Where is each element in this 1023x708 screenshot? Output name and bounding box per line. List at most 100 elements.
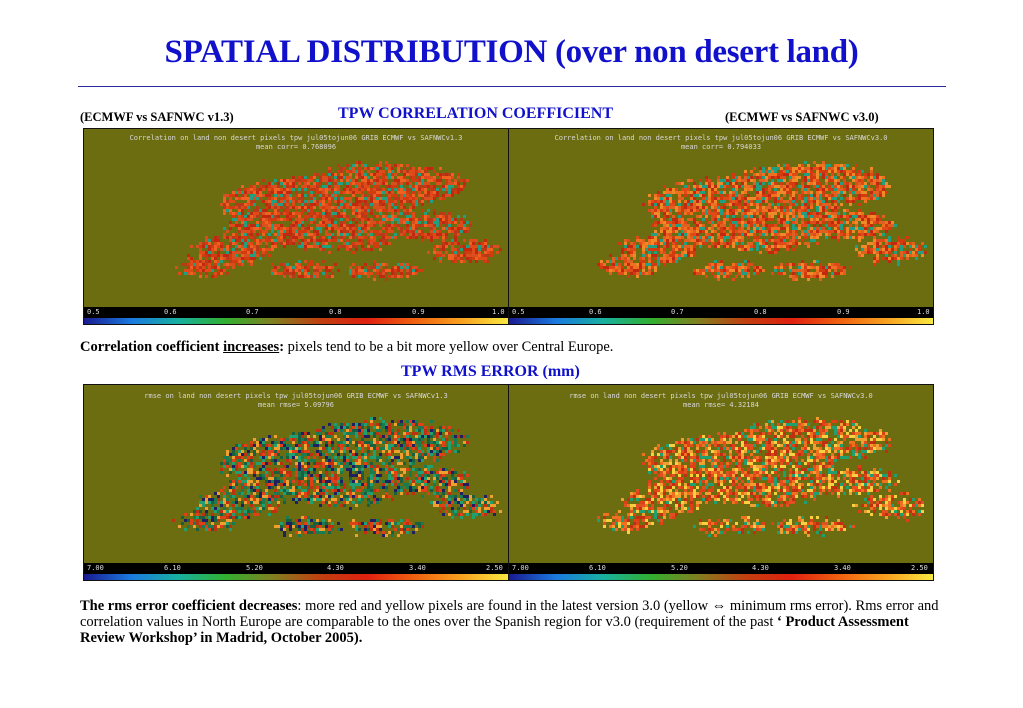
map-pixel <box>367 185 370 188</box>
map-pixel <box>445 483 448 486</box>
map-pixel <box>376 263 379 266</box>
map-pixel <box>472 245 475 248</box>
map-pixel <box>376 441 379 444</box>
map-pixel <box>394 182 397 185</box>
map-pixel <box>244 221 247 224</box>
map-pixel <box>822 221 825 224</box>
map-pixel <box>699 227 702 230</box>
map-pixel <box>253 224 256 227</box>
map-pixel <box>433 480 436 483</box>
map-pixel <box>334 194 337 197</box>
map-pixel <box>235 444 238 447</box>
map-pixel <box>843 173 846 176</box>
map-pixel <box>663 185 666 188</box>
map-pixel <box>810 167 813 170</box>
map-pixel <box>286 185 289 188</box>
map-pixel <box>888 224 891 227</box>
map-pixel <box>298 438 301 441</box>
map-pixel <box>304 471 307 474</box>
map-pixel <box>490 254 493 257</box>
map-pixel <box>825 176 828 179</box>
map-pixel <box>481 254 484 257</box>
map-pixel <box>274 197 277 200</box>
map-pixel <box>424 167 427 170</box>
map-pixel <box>870 188 873 191</box>
map-pixel <box>187 254 190 257</box>
map-pixel <box>418 194 421 197</box>
map-pixel <box>400 176 403 179</box>
map-pixel <box>235 471 238 474</box>
map-pixel <box>313 462 316 465</box>
map-pixel <box>454 236 457 239</box>
map-pixel <box>421 197 424 200</box>
map-pixel <box>774 266 777 269</box>
map-pixel <box>379 435 382 438</box>
map-pixel <box>756 197 759 200</box>
map-pixel <box>331 236 334 239</box>
map-pixel <box>451 182 454 185</box>
map-pixel <box>403 263 406 266</box>
map-pixel <box>313 236 316 239</box>
map-pixel <box>771 212 774 215</box>
map-pixel <box>831 275 834 278</box>
map-pixel <box>412 266 415 269</box>
map-pixel <box>418 200 421 203</box>
map-pixel <box>705 176 708 179</box>
map-pixel <box>789 167 792 170</box>
map-pixel <box>331 465 334 468</box>
map-pixel <box>259 218 262 221</box>
map-pixel <box>388 224 391 227</box>
map-pixel <box>322 236 325 239</box>
map-pixel <box>882 188 885 191</box>
map-pixel <box>406 269 409 272</box>
map-pixel <box>478 245 481 248</box>
map-pixel <box>457 489 460 492</box>
map-pixel <box>328 200 331 203</box>
map-pixel <box>319 462 322 465</box>
map-pixel <box>253 227 256 230</box>
map-pixel <box>412 188 415 191</box>
map-pixel <box>406 194 409 197</box>
map-pixel <box>355 173 358 176</box>
map-pixel <box>903 242 906 245</box>
map-pixel <box>663 203 666 206</box>
map-pixel <box>849 227 852 230</box>
map-pixel <box>912 254 915 257</box>
map-pixel <box>388 468 391 471</box>
map-pixel <box>693 251 696 254</box>
map-pixel <box>756 203 759 206</box>
map-pixel <box>301 227 304 230</box>
map-pixel <box>681 254 684 257</box>
map-pixel <box>837 191 840 194</box>
map-pixel <box>397 432 400 435</box>
map-pixel <box>681 191 684 194</box>
map-pixel <box>663 197 666 200</box>
map-pixel <box>274 224 277 227</box>
map-pixel <box>690 206 693 209</box>
map-pixel <box>298 450 301 453</box>
map-pixel <box>430 429 433 432</box>
map-pixel <box>325 432 328 435</box>
map-pixel <box>352 429 355 432</box>
map-pixel <box>412 185 415 188</box>
map-pixel <box>457 182 460 185</box>
map-pixel <box>325 209 328 212</box>
map-pixel <box>645 272 648 275</box>
map-pixel <box>385 453 388 456</box>
map-pixel <box>606 266 609 269</box>
map-pixel <box>247 230 250 233</box>
map-pixel <box>370 212 373 215</box>
colorbar-gradient <box>84 318 508 324</box>
map-pixel <box>244 233 247 236</box>
map-pixel <box>223 257 226 260</box>
map-pixel <box>280 191 283 194</box>
map-pixel <box>738 197 741 200</box>
map-pixel <box>783 212 786 215</box>
map-pixel <box>352 167 355 170</box>
map-pixel <box>678 224 681 227</box>
map-pixel <box>325 176 328 179</box>
map-pixel <box>373 245 376 248</box>
map-pixel <box>322 191 325 194</box>
map-pixel <box>307 269 310 272</box>
map-pixel <box>876 176 879 179</box>
